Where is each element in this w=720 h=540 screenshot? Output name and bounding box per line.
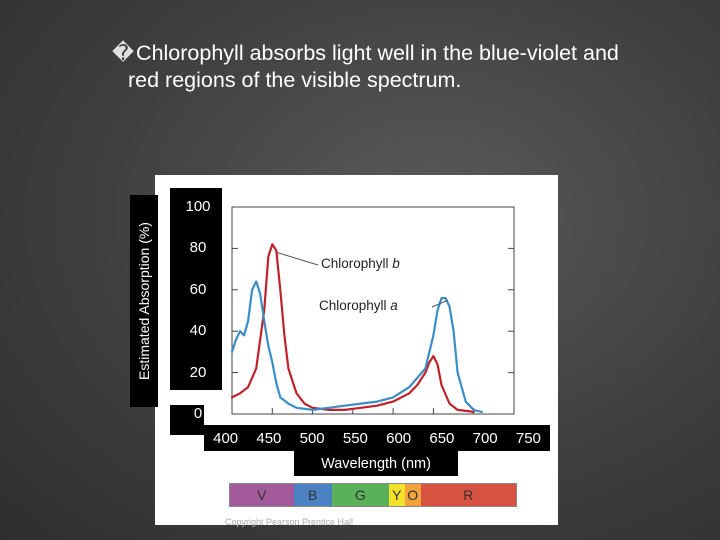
legend-b-text: Chlorophyll	[321, 256, 393, 271]
legend-a-text: Chlorophyll	[319, 298, 391, 313]
y-axis-label: Estimated Absorption (%)	[130, 195, 158, 407]
spectrum-segment-v: V	[230, 484, 294, 506]
x-axis-label-text: Wavelength (nm)	[321, 455, 431, 472]
y-tick-label: 60	[189, 280, 207, 298]
leader-line-a	[431, 299, 449, 308]
x-tick-label: 700	[472, 429, 498, 447]
legend-chlorophyll-a: Chlorophyll a	[316, 298, 401, 313]
plot-axes	[231, 206, 515, 415]
y-axis-label-text: Estimated Absorption (%)	[136, 222, 152, 380]
x-tick-label: 600	[386, 429, 412, 447]
x-tick-label: 450	[256, 429, 282, 447]
title-line-1: Chlorophyll absorbs light well in the bl…	[136, 41, 619, 65]
legend-b-letter: b	[392, 256, 400, 271]
x-tick-label: 550	[342, 429, 368, 447]
spectrum-segment-y: Y	[388, 484, 405, 506]
y-tick-label: 0	[193, 405, 203, 422]
x-tick-label: 500	[299, 429, 325, 447]
y-tick-strip	[170, 188, 222, 390]
plot-frame	[231, 206, 515, 415]
x-tick-label: 400	[213, 429, 239, 447]
series-line-chlorophyll-b	[230, 243, 475, 413]
x-tick-strip: 400 450 500 550 600 650 700 750	[204, 425, 550, 451]
spectrum-segment-b: B	[293, 484, 332, 506]
legend-chlorophyll-b: Chlorophyll b	[318, 256, 403, 271]
y-tick-label: 80	[189, 239, 207, 257]
x-axis-label: Wavelength (nm)	[294, 451, 458, 476]
x-tick-label: 750	[515, 429, 541, 447]
x-tick-label: 650	[429, 429, 455, 447]
leader-line-b	[276, 252, 319, 266]
slide-title: �Chlorophyll absorbs light well in the b…	[112, 40, 692, 94]
spectrum-segment-o: O	[404, 484, 421, 506]
bullet-icon: �	[112, 41, 135, 65]
y-tick-label: 20	[189, 363, 207, 381]
spectrum-segment-g: G	[331, 484, 389, 506]
series-line-chlorophyll-a	[230, 280, 483, 413]
y-tick-strip-bottom	[170, 405, 204, 435]
y-tick-label: 100	[185, 198, 211, 215]
spectrum-segment-r: R	[420, 484, 517, 506]
copyright-text: Copyright Pearson Prentice Hall	[225, 517, 354, 527]
legend-a-letter: a	[390, 298, 398, 313]
title-line-2: red regions of the visible spectrum.	[128, 68, 462, 92]
y-tick-label: 40	[189, 322, 207, 340]
